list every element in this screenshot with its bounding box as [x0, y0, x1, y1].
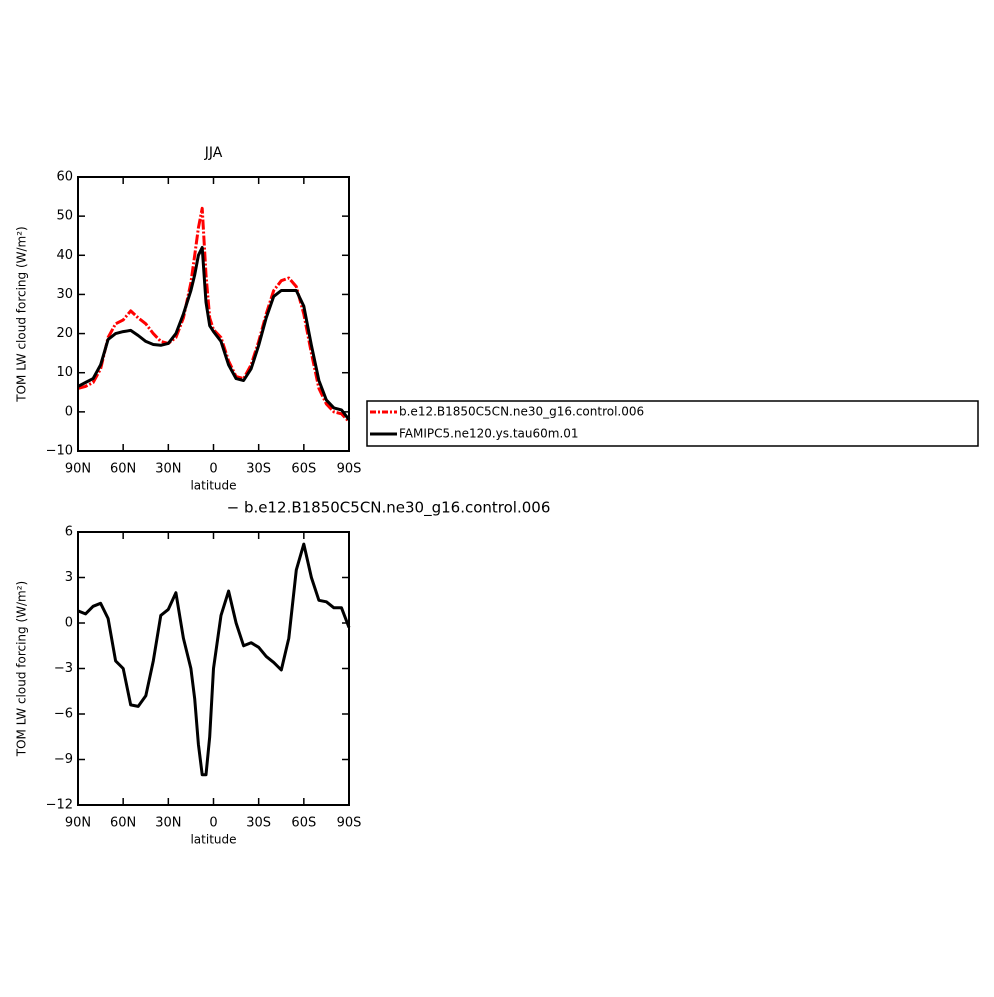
- chart-title: JJA: [204, 145, 223, 161]
- x-tick-label: 30N: [155, 462, 181, 477]
- y-tick-label: 20: [56, 326, 73, 341]
- y-axis-label: TOM LW cloud forcing (W/m²): [15, 226, 29, 403]
- y-axis-label: TOM LW cloud forcing (W/m²): [15, 581, 29, 758]
- plot-frame: [77, 176, 350, 452]
- y-tick-label: −9: [54, 752, 73, 767]
- x-tick-label: 0: [209, 816, 217, 831]
- x-tick-label: 0: [209, 462, 217, 477]
- y-tick-label: −6: [54, 707, 73, 722]
- y-tick-label: −3: [54, 661, 73, 676]
- y-tick-label: 40: [56, 248, 73, 263]
- x-tick-label: 90N: [65, 462, 91, 477]
- y-tick-label: 0: [65, 404, 73, 419]
- y-tick-label: 60: [56, 170, 73, 185]
- chart-title: − b.e12.B1850C5CN.ne30_g16.control.006: [227, 499, 551, 518]
- y-tick-label: −10: [46, 444, 73, 459]
- x-tick-label: 30S: [246, 816, 271, 831]
- x-tick-label: 60S: [291, 462, 316, 477]
- x-tick-label: 30N: [155, 816, 181, 831]
- x-tick-label: 60N: [110, 462, 136, 477]
- x-axis-label: latitude: [190, 479, 236, 493]
- legend-label: b.e12.B1850C5CN.ne30_g16.control.006: [399, 405, 644, 419]
- x-tick-label: 90S: [337, 816, 362, 831]
- data-line: [77, 542, 351, 777]
- y-tick-label: 50: [56, 209, 73, 224]
- data-line: [77, 246, 351, 421]
- x-tick-label: 30S: [246, 462, 271, 477]
- y-tick-label: −12: [46, 798, 73, 813]
- y-tick-label: 10: [56, 365, 73, 380]
- y-tick-label: 30: [56, 287, 73, 302]
- x-axis-label: latitude: [190, 833, 236, 847]
- x-tick-label: 60S: [291, 816, 316, 831]
- legend-label: FAMIPC5.ne120.ys.tau60m.01: [399, 427, 579, 441]
- legend-box: [366, 400, 979, 447]
- x-tick-label: 60N: [110, 816, 136, 831]
- y-tick-label: 3: [65, 570, 73, 585]
- y-tick-label: 0: [65, 616, 73, 631]
- y-tick-label: 6: [65, 525, 73, 540]
- data-line: [77, 206, 351, 423]
- x-tick-label: 90S: [337, 462, 362, 477]
- x-tick-label: 90N: [65, 816, 91, 831]
